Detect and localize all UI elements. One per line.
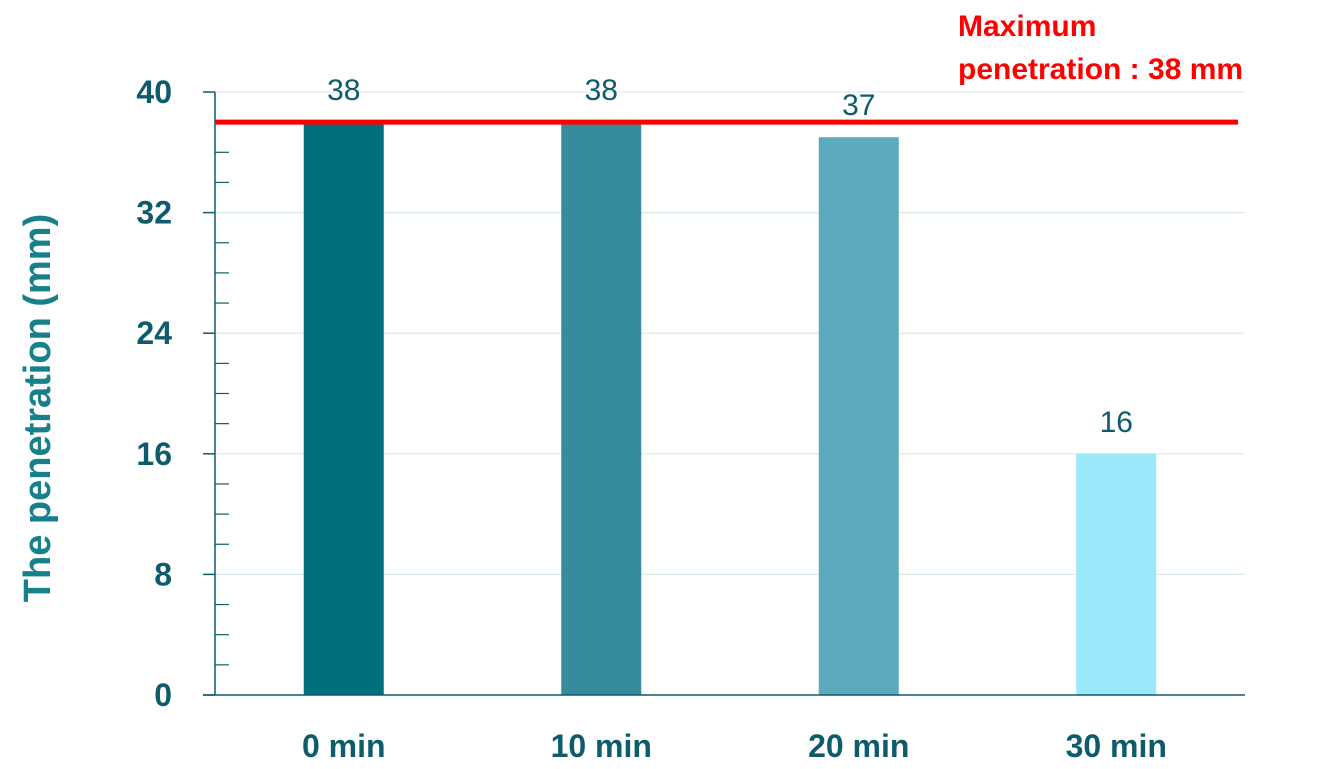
- data-labels: 38 38 37 16: [327, 74, 1133, 439]
- y-tick-label: 40: [136, 74, 172, 110]
- y-tick-label: 16: [136, 436, 172, 472]
- data-label: 38: [327, 74, 360, 107]
- x-tick-labels: 0 min 10 min 20 min 30 min: [302, 728, 1167, 764]
- y-tick-label: 24: [136, 315, 172, 351]
- y-tick-label: 8: [154, 556, 172, 592]
- bar: [304, 122, 384, 695]
- reference-line-label-line: Maximum: [958, 10, 1096, 43]
- reference-line-label: Maximum penetration : 38 mm: [958, 10, 1243, 86]
- bar: [1076, 454, 1156, 695]
- data-label: 37: [842, 89, 875, 122]
- reference-line-group: Maximum penetration : 38 mm: [215, 10, 1243, 122]
- bar: [819, 137, 899, 695]
- reference-line-label-line: penetration : 38 mm: [958, 53, 1243, 86]
- x-tick-label: 10 min: [551, 728, 652, 764]
- x-tick-label: 30 min: [1066, 728, 1167, 764]
- data-label: 16: [1100, 406, 1133, 439]
- x-tick-label: 20 min: [808, 728, 909, 764]
- y-tick-label: 0: [154, 677, 172, 713]
- bars: [304, 122, 1157, 695]
- y-tick-label: 32: [136, 195, 172, 231]
- x-tick-label: 0 min: [302, 728, 386, 764]
- data-label: 38: [585, 74, 618, 107]
- y-axis-title: The penetration (mm): [17, 214, 59, 602]
- bar: [561, 122, 641, 695]
